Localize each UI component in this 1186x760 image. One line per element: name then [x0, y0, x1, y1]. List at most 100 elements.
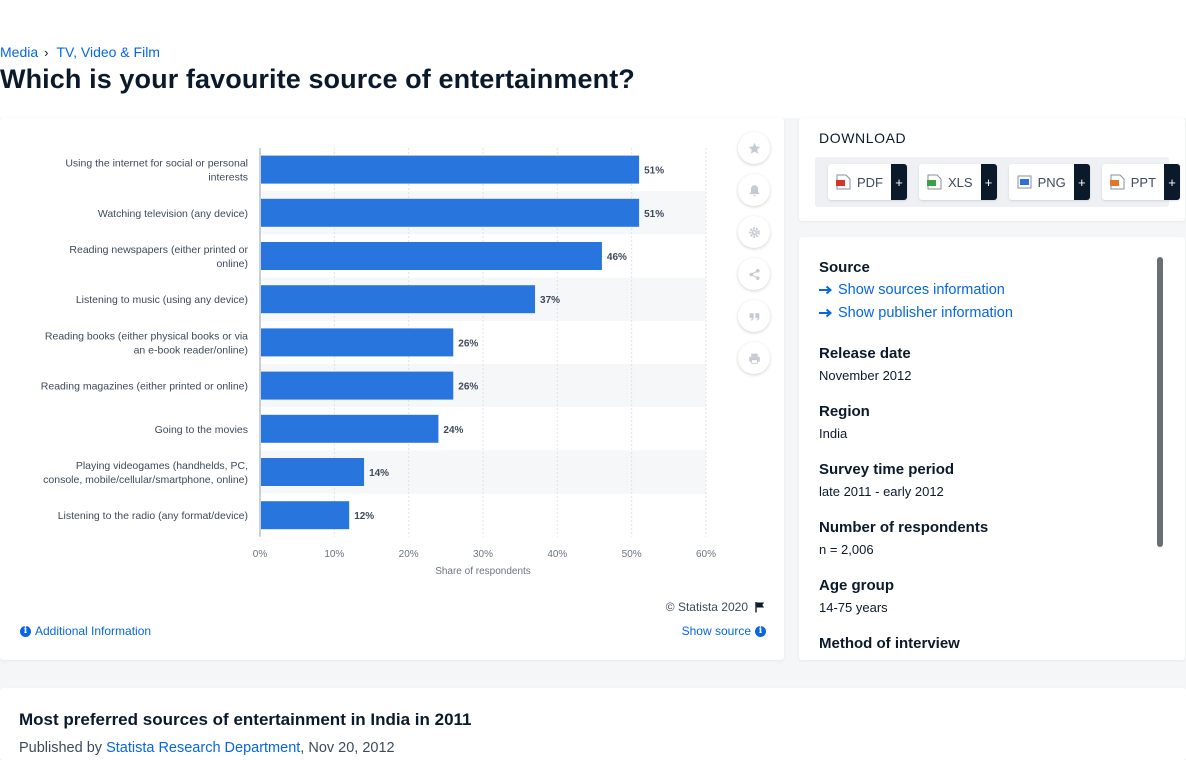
bar-value-label: 37% — [540, 295, 560, 306]
bar — [261, 155, 640, 184]
download-card: DOWNLOAD PDF + XLS + PNG + PPT + — [799, 118, 1185, 221]
category-label: Reading books (either physical books or … — [45, 330, 248, 342]
download-png-button[interactable]: PNG + — [1008, 164, 1090, 200]
download-xls-button[interactable]: XLS + — [919, 164, 997, 200]
arrow-right-icon — [819, 285, 833, 295]
x-tick-label: 60% — [696, 549, 716, 560]
publish-date: , Nov 20, 2012 — [300, 740, 395, 756]
scrollbar-thumb[interactable] — [1157, 257, 1163, 547]
respondents-value: n = 2,006 — [819, 542, 874, 557]
published-by: Published by Statista Research Departmen… — [19, 740, 395, 756]
x-tick-label: 0% — [253, 549, 268, 560]
chart-card: 0% 10% 20% 30% 40% 50% 60% 51% Using the interne… — [0, 118, 784, 660]
copyright-text: © Statista 2020 — [665, 600, 748, 614]
details-scrollbar[interactable] — [1157, 257, 1163, 547]
x-tick-label: 10% — [324, 549, 344, 560]
download-ppt-label: PPT — [1130, 174, 1157, 190]
download-buttons: PDF + XLS + PNG + PPT + — [815, 157, 1181, 207]
category-label: interests — [208, 172, 248, 184]
bar-value-label: 26% — [458, 382, 478, 393]
star-icon — [748, 142, 760, 154]
breadcrumb-media[interactable]: Media — [0, 44, 39, 60]
flag-icon[interactable] — [754, 601, 766, 613]
bar-value-label: 12% — [354, 511, 374, 522]
bar-value-label: 51% — [644, 209, 664, 220]
download-pdf-label: PDF — [857, 174, 883, 190]
show-sources-link[interactable]: Show sources information — [819, 282, 1149, 298]
category-label: console, mobile/cellular/smartphone, onl… — [43, 474, 248, 486]
info-icon: i — [755, 625, 766, 637]
bar — [261, 242, 602, 270]
header-area — [0, 0, 1186, 118]
bell-icon — [749, 184, 759, 196]
breadcrumb-separator: › — [44, 44, 49, 60]
category-label: Listening to the radio (any format/devic… — [58, 510, 248, 522]
png-file-icon — [1017, 175, 1032, 189]
age-group-heading: Age group — [819, 577, 894, 594]
cite-button[interactable] — [738, 300, 770, 332]
bar-value-label: 26% — [458, 338, 478, 349]
category-label: an e-book reader/online) — [134, 344, 248, 356]
bar — [261, 328, 454, 357]
x-tick-label: 40% — [547, 549, 567, 560]
plus-icon: + — [891, 164, 907, 200]
x-tick-label: 20% — [399, 549, 419, 560]
bar-value-label: 14% — [369, 468, 389, 479]
plus-icon: + — [1073, 164, 1090, 200]
x-tick-label: 30% — [473, 549, 493, 560]
bar — [261, 458, 365, 486]
show-publisher-link[interactable]: Show publisher information — [819, 305, 1149, 321]
arrow-right-icon — [819, 308, 833, 318]
plus-icon: + — [1164, 164, 1181, 200]
download-ppt-button[interactable]: PPT + — [1101, 164, 1181, 200]
favorite-button[interactable] — [738, 132, 770, 164]
details-card: Source Show sources information Show pub… — [799, 237, 1185, 660]
bar-value-label: 46% — [607, 252, 627, 263]
category-label: Playing videogames (handhelds, PC, — [76, 460, 248, 472]
settings-button[interactable] — [738, 216, 770, 248]
age-group-value: 14-75 years — [819, 600, 888, 615]
share-icon — [748, 268, 760, 280]
survey-period-value: late 2011 - early 2012 — [819, 484, 944, 499]
category-label: Listening to music (using any device) — [76, 294, 248, 306]
additional-information-label: Additional Information — [35, 624, 152, 638]
x-axis-title: Share of respondents — [435, 566, 531, 577]
print-button[interactable] — [738, 342, 770, 374]
survey-period-heading: Survey time period — [819, 461, 955, 478]
category-label: Reading newspapers (either printed or — [69, 244, 248, 256]
chart-toolbar — [738, 132, 772, 384]
show-source-link[interactable]: Show source i — [682, 624, 766, 638]
bar — [261, 501, 350, 530]
bar — [261, 198, 640, 227]
bar-value-label: 51% — [644, 166, 664, 177]
bar — [261, 285, 536, 314]
ppt-file-icon — [1109, 174, 1125, 190]
additional-information-link[interactable]: i Additional Information — [20, 624, 151, 638]
gear-icon — [748, 226, 760, 238]
bar — [261, 371, 454, 400]
page-title: Which is your favourite source of entert… — [0, 64, 635, 94]
show-source-label: Show source — [681, 624, 751, 638]
details-list: Source Show sources information Show pub… — [819, 259, 1149, 658]
publisher-link[interactable]: Statista Research Department — [106, 740, 301, 756]
statistic-info-card: Most preferred sources of entertainment … — [0, 688, 1186, 760]
share-button[interactable] — [738, 258, 770, 290]
pdf-file-icon — [836, 174, 851, 190]
plus-icon: + — [980, 164, 997, 200]
show-sources-label: Show sources information — [838, 282, 1005, 298]
quote-icon — [749, 312, 759, 321]
show-publisher-label: Show publisher information — [838, 305, 1013, 321]
notification-button[interactable] — [738, 174, 770, 206]
category-label: Using the internet for social or persona… — [65, 158, 248, 170]
info-icon: i — [20, 625, 31, 637]
bar — [261, 414, 439, 443]
bar-value-label: 24% — [443, 425, 463, 436]
download-heading: DOWNLOAD — [819, 130, 907, 146]
download-png-label: PNG — [1037, 174, 1066, 190]
respondents-heading: Number of respondents — [819, 519, 989, 536]
region-value: India — [819, 426, 848, 441]
download-pdf-button[interactable]: PDF + — [828, 164, 907, 200]
category-label: online) — [216, 258, 248, 270]
bar-chart: 0% 10% 20% 30% 40% 50% 60% 51% Using the interne… — [41, 148, 716, 577]
breadcrumb-tv-video-film[interactable]: TV, Video & Film — [56, 44, 160, 60]
